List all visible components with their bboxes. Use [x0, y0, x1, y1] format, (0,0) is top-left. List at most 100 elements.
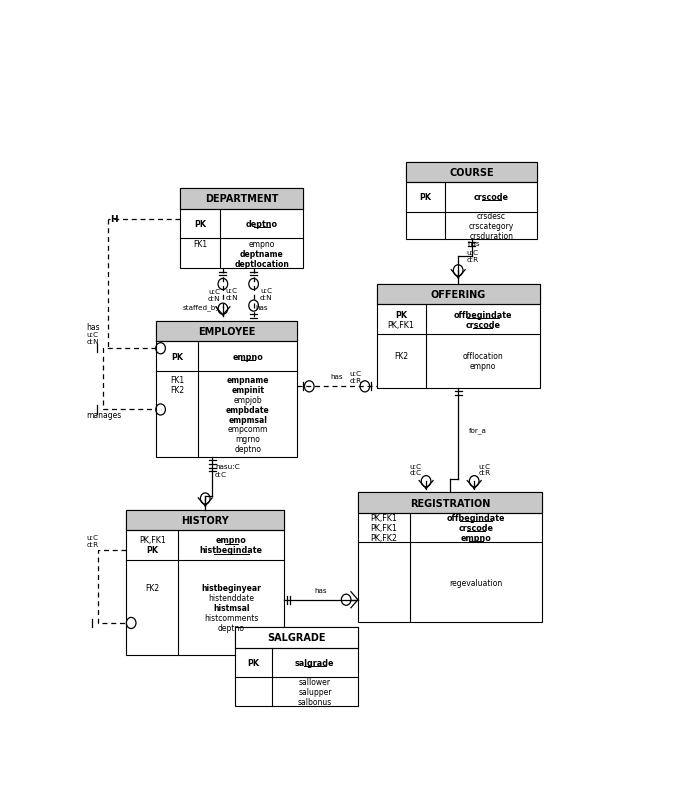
Text: PK,FK1: PK,FK1 — [371, 524, 397, 533]
Bar — [406, 162, 537, 183]
Bar — [358, 492, 542, 513]
Text: deptno: deptno — [218, 623, 245, 632]
Text: empname: empname — [226, 375, 269, 384]
Text: crsduration: crsduration — [469, 231, 513, 241]
Bar — [180, 189, 303, 209]
Text: u:C: u:C — [349, 371, 362, 377]
Text: has: has — [256, 304, 268, 310]
Text: salgrade: salgrade — [295, 658, 335, 667]
Text: offbegindate: offbegindate — [446, 513, 505, 523]
Text: empmsal: empmsal — [228, 415, 267, 424]
Bar — [377, 285, 540, 305]
Bar — [406, 162, 537, 183]
Text: COURSE: COURSE — [449, 168, 494, 177]
Bar — [406, 162, 537, 240]
Text: deptno: deptno — [235, 444, 262, 454]
Bar — [377, 285, 540, 305]
Text: d:C: d:C — [409, 470, 422, 476]
Text: empno: empno — [216, 536, 246, 545]
Text: crscategory: crscategory — [469, 221, 514, 230]
Bar — [126, 510, 284, 655]
Bar — [156, 322, 297, 342]
Text: empinit: empinit — [231, 386, 264, 395]
Text: histcomments: histcomments — [204, 613, 259, 622]
Text: histenddate: histenddate — [208, 593, 254, 602]
Bar — [377, 285, 540, 388]
Text: PK,FK2: PK,FK2 — [371, 533, 397, 542]
Text: empno: empno — [233, 352, 264, 362]
Text: EMPLOYEE: EMPLOYEE — [198, 327, 255, 337]
Text: histbegindate: histbegindate — [200, 545, 263, 555]
Bar — [126, 510, 284, 530]
Text: REGISTRATION: REGISTRATION — [410, 498, 491, 508]
Text: has: has — [86, 322, 100, 332]
Text: FK1: FK1 — [193, 240, 207, 249]
Text: PK: PK — [420, 193, 432, 202]
Text: PK: PK — [171, 352, 183, 362]
Text: empno: empno — [469, 362, 496, 371]
Text: FK2: FK2 — [394, 352, 408, 361]
Text: crscode: crscode — [465, 320, 500, 330]
Bar — [235, 627, 358, 648]
Text: crsdesc: crsdesc — [477, 212, 506, 221]
Text: u:C: u:C — [260, 288, 272, 294]
Text: u:C: u:C — [226, 288, 237, 294]
Text: PK: PK — [194, 220, 206, 229]
Text: empcomm: empcomm — [228, 425, 268, 434]
Text: deptlocation: deptlocation — [234, 259, 289, 269]
Text: HISTORY: HISTORY — [181, 515, 229, 525]
Text: d:R: d:R — [86, 541, 99, 547]
Text: mgrno: mgrno — [235, 435, 260, 444]
Text: u:C: u:C — [86, 534, 99, 541]
Bar — [358, 492, 542, 513]
Text: u:C: u:C — [479, 463, 491, 469]
Text: SALGRADE: SALGRADE — [267, 633, 326, 642]
Text: salbonus: salbonus — [297, 697, 332, 707]
Text: sallower: sallower — [299, 678, 331, 687]
Text: u:C: u:C — [86, 331, 99, 338]
Text: H: H — [110, 215, 117, 224]
Bar — [156, 322, 297, 457]
Text: hasu:C: hasu:C — [215, 464, 240, 470]
Text: FK2: FK2 — [170, 386, 184, 395]
Text: PK: PK — [146, 545, 159, 555]
Text: d:R: d:R — [479, 470, 491, 476]
Text: deptno: deptno — [246, 220, 277, 229]
Bar — [235, 627, 358, 707]
Text: histbeginyear: histbeginyear — [201, 583, 262, 593]
Text: d:R: d:R — [466, 257, 479, 263]
Bar — [180, 189, 303, 269]
Text: histmsal: histmsal — [213, 603, 250, 612]
Text: DEPARTMENT: DEPARTMENT — [205, 194, 278, 204]
Text: crscode: crscode — [458, 524, 493, 533]
Text: u:C: u:C — [208, 289, 220, 295]
Text: offlocation: offlocation — [462, 352, 503, 361]
Text: empjob: empjob — [234, 395, 262, 404]
Text: offbegindate: offbegindate — [453, 310, 512, 319]
Text: has: has — [331, 374, 344, 380]
Bar — [156, 322, 297, 342]
Text: u:C: u:C — [466, 250, 479, 256]
Text: d:N: d:N — [86, 338, 99, 344]
Text: has: has — [315, 588, 327, 593]
Text: for_a: for_a — [469, 426, 486, 433]
Text: salupper: salupper — [298, 687, 332, 696]
Text: PK,FK1: PK,FK1 — [371, 513, 397, 523]
Bar — [126, 510, 284, 530]
Bar — [235, 627, 358, 648]
Text: deptname: deptname — [239, 249, 284, 258]
Text: OFFERING: OFFERING — [431, 290, 486, 300]
Text: PK,FK1: PK,FK1 — [388, 320, 415, 330]
Text: empno: empno — [461, 533, 491, 542]
Text: regevaluation: regevaluation — [449, 578, 502, 587]
Text: has: has — [468, 241, 480, 247]
Text: d:N: d:N — [208, 296, 220, 302]
Text: FK2: FK2 — [146, 583, 159, 593]
Text: crscode: crscode — [474, 193, 509, 202]
Text: manages: manages — [86, 411, 121, 419]
Text: empbdate: empbdate — [226, 405, 270, 414]
Text: empno: empno — [248, 240, 275, 249]
Bar — [358, 492, 542, 622]
Text: FK1: FK1 — [170, 375, 184, 384]
Text: d:N: d:N — [226, 294, 238, 301]
